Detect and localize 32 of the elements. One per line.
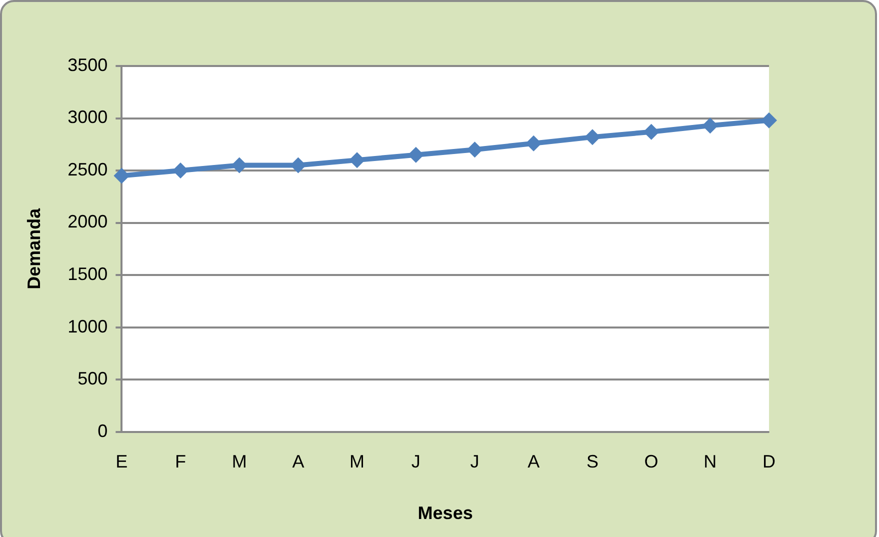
x-tick-label: M: [350, 452, 365, 472]
point: [526, 135, 542, 152]
x-axis-title: Meses: [418, 503, 473, 524]
point: [466, 142, 483, 158]
x-tick-label: J: [470, 452, 480, 472]
y-tick-label: 1500: [68, 264, 108, 284]
point: [643, 124, 660, 140]
x-tick-label: N: [704, 452, 717, 472]
x-tick-label: A: [292, 452, 304, 472]
point: [408, 146, 424, 163]
x-tick-label: S: [586, 452, 598, 472]
x-tick-label: A: [528, 452, 540, 472]
x-tick-label: M: [232, 452, 247, 472]
y-tick-label: 1000: [68, 316, 108, 336]
x-tick-label: F: [174, 452, 186, 472]
point: [349, 152, 366, 168]
point: [584, 129, 600, 146]
y-axis-title: Demanda: [24, 207, 44, 290]
x-tick-label: D: [762, 452, 776, 472]
y-tick-label: 500: [78, 368, 108, 389]
y-tick-label: 0: [98, 420, 108, 441]
point: [761, 112, 777, 128]
x-tick-label: O: [644, 452, 658, 472]
x-tick-label: E: [116, 452, 128, 472]
point: [702, 118, 718, 134]
y-tick-label: 2500: [68, 159, 108, 180]
y-tick-label: 2000: [68, 212, 108, 232]
x-tick-label: J: [411, 452, 420, 472]
point: [172, 162, 188, 179]
y-tick-label: 3000: [68, 107, 108, 128]
point: [114, 168, 130, 184]
y-tick-label: 3500: [68, 54, 108, 75]
